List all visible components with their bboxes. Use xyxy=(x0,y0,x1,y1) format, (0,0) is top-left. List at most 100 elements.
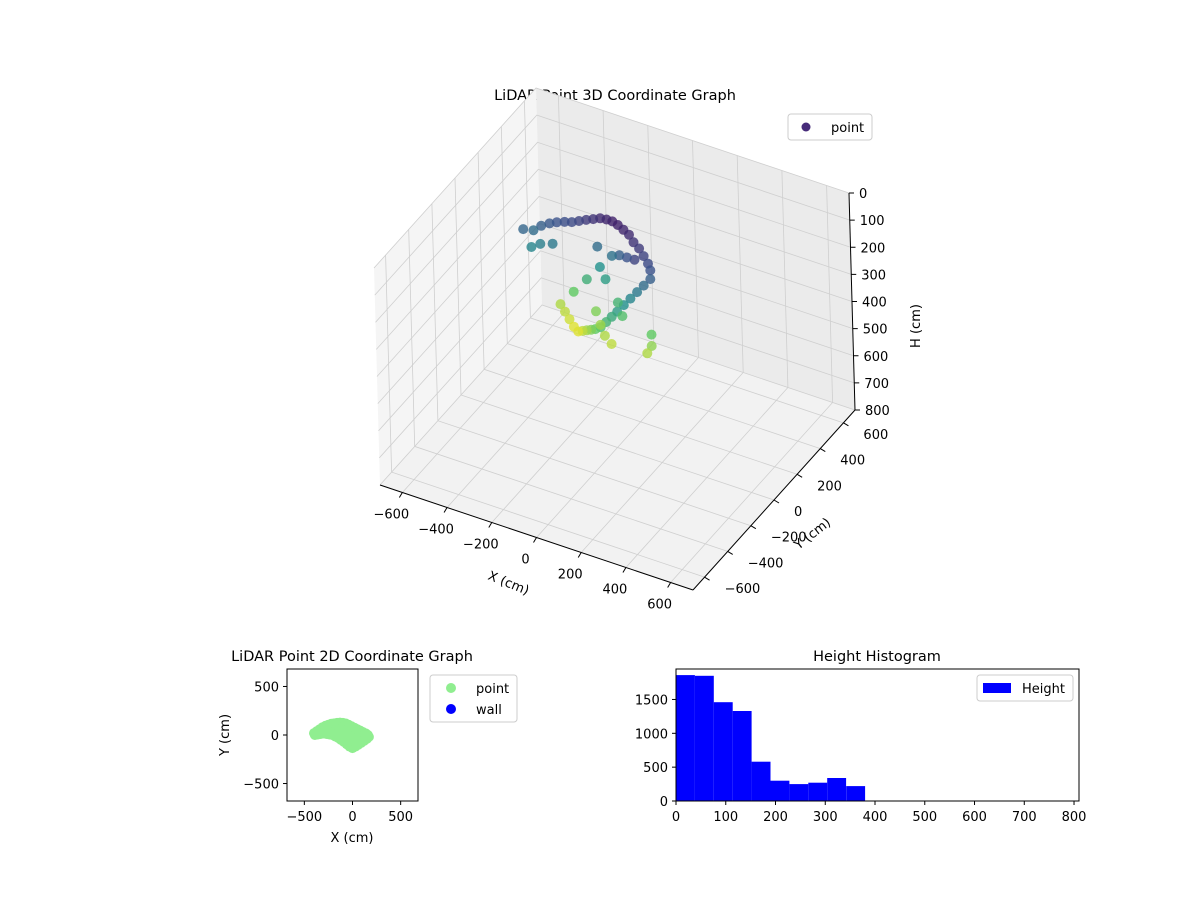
histogram-bar xyxy=(846,786,866,801)
data-point-3d xyxy=(600,274,611,285)
data-point-3d xyxy=(638,251,649,262)
x-tick-label: 500 xyxy=(912,810,937,825)
z-tick-label: 200 xyxy=(861,241,886,256)
chart-histogram: Height Histogram 0 100 200 300 400 500 600 700 8… xyxy=(635,649,1087,825)
y-tick-label: 200 xyxy=(817,479,842,494)
z-tick-label: 400 xyxy=(862,296,887,311)
data-point-3d xyxy=(624,229,634,240)
data-point-3d xyxy=(642,348,653,359)
y-tick-label: 500 xyxy=(254,680,279,695)
x-tick-label: 0 xyxy=(672,810,680,825)
data-point-3d xyxy=(526,242,537,252)
y-tick xyxy=(704,576,710,581)
histogram-bar xyxy=(808,782,828,801)
histogram-bars xyxy=(676,675,866,801)
histogram-axes: 0 100 200 300 400 500 600 700 800 0 500 1000 1500 xyxy=(635,693,1087,825)
grid-line-z xyxy=(376,168,852,350)
x-tick-label: 400 xyxy=(863,810,888,825)
y-tick-label: 0 xyxy=(660,795,668,810)
y-tick xyxy=(820,448,826,453)
grid-line-z xyxy=(378,250,854,432)
data-point-3d xyxy=(621,252,632,263)
y-tick-label: −400 xyxy=(748,556,784,571)
y-tick-label: −500 xyxy=(243,778,279,793)
grid-line-z xyxy=(374,114,850,296)
data-point-3d xyxy=(646,341,657,351)
x-tick-label: 600 xyxy=(647,598,672,613)
chart-2d-points xyxy=(309,717,374,754)
data-point-3d xyxy=(560,306,570,317)
z-tick-label: 0 xyxy=(859,187,867,202)
data-point-3d xyxy=(617,311,628,322)
histogram-legend-swatch xyxy=(983,683,1011,693)
data-point-3d xyxy=(632,287,643,298)
chart-2d-y-axis-label: Y (cm) xyxy=(218,714,233,757)
y-tick xyxy=(773,499,780,504)
y-tick-label: 600 xyxy=(863,428,888,443)
data-point-3d xyxy=(568,286,579,297)
histogram-legend: Height xyxy=(976,674,1074,702)
x-tick-label: 300 xyxy=(813,810,838,825)
x-tick-label: 400 xyxy=(603,583,628,598)
data-point-3d xyxy=(535,238,546,249)
data-point-3d xyxy=(595,319,606,330)
chart-3d-legend: point xyxy=(787,113,873,141)
chart-2d-legend-wall-label: wall xyxy=(476,703,502,718)
data-point-3d xyxy=(614,250,625,261)
chart-3d-legend-marker xyxy=(801,122,811,132)
x-tick-label: −600 xyxy=(373,508,409,523)
grid-line-z xyxy=(376,196,853,377)
data-point-3d xyxy=(528,225,539,236)
x-tick-label: 200 xyxy=(763,810,788,825)
x-tick xyxy=(488,522,493,528)
y-tick-label: −600 xyxy=(725,582,761,597)
chart-3d-grid xyxy=(373,87,856,583)
data-point-3d xyxy=(606,339,617,349)
grid-line-z xyxy=(379,277,855,459)
chart-2d: LiDAR Point 2D Coordinate Graph −500 0 500… xyxy=(218,649,518,846)
data-point-3d xyxy=(544,218,555,229)
x-tick xyxy=(622,567,627,573)
z-tick-label: 500 xyxy=(863,323,888,338)
chart-2d-x-axis-label: X (cm) xyxy=(331,831,374,846)
grid-line-z xyxy=(373,87,850,269)
chart-2d-axes: −500 0 500 −500 0 500 xyxy=(243,680,413,825)
data-point-3d xyxy=(638,280,649,291)
x-tick-label: 700 xyxy=(1012,810,1037,825)
x-tick-label: 800 xyxy=(1062,810,1087,825)
z-tick-label: 300 xyxy=(861,268,886,283)
y-tick-label: 0 xyxy=(794,505,802,520)
chart-3d-legend-box xyxy=(787,113,873,141)
data-point-3d xyxy=(518,224,529,235)
y-tick-label: 1000 xyxy=(635,727,668,742)
y-tick-label: 500 xyxy=(643,761,668,776)
chart-2d-title: LiDAR Point 2D Coordinate Graph xyxy=(231,649,473,665)
data-point-3d xyxy=(564,314,575,325)
data-point-3d xyxy=(625,293,636,304)
data-point-3d xyxy=(645,265,656,276)
chart-3d-legend-label: point xyxy=(831,121,864,136)
z-tick-label: 800 xyxy=(865,404,890,419)
x-tick xyxy=(443,507,448,513)
x-tick xyxy=(398,492,403,498)
y-tick-label: 0 xyxy=(271,729,279,744)
data-point-3d xyxy=(536,220,547,231)
x-tick-label: −200 xyxy=(463,538,499,553)
histogram-bar xyxy=(713,702,733,801)
data-point-3d xyxy=(612,297,623,308)
data-point-2d xyxy=(360,729,370,739)
histogram-bar xyxy=(694,675,714,801)
grid-line-z xyxy=(379,304,856,486)
data-point-3d xyxy=(566,217,577,228)
histogram-frame xyxy=(675,668,1080,802)
x-tick-label: 200 xyxy=(558,568,583,583)
chart-3d-points xyxy=(518,213,657,359)
x-tick-label: 500 xyxy=(388,810,413,825)
y-tick-label: 400 xyxy=(840,454,865,469)
data-point-3d xyxy=(606,250,617,261)
x-tick xyxy=(533,537,537,543)
y-tick xyxy=(750,525,757,530)
data-point-2d xyxy=(318,727,329,738)
data-point-3d xyxy=(591,306,601,317)
